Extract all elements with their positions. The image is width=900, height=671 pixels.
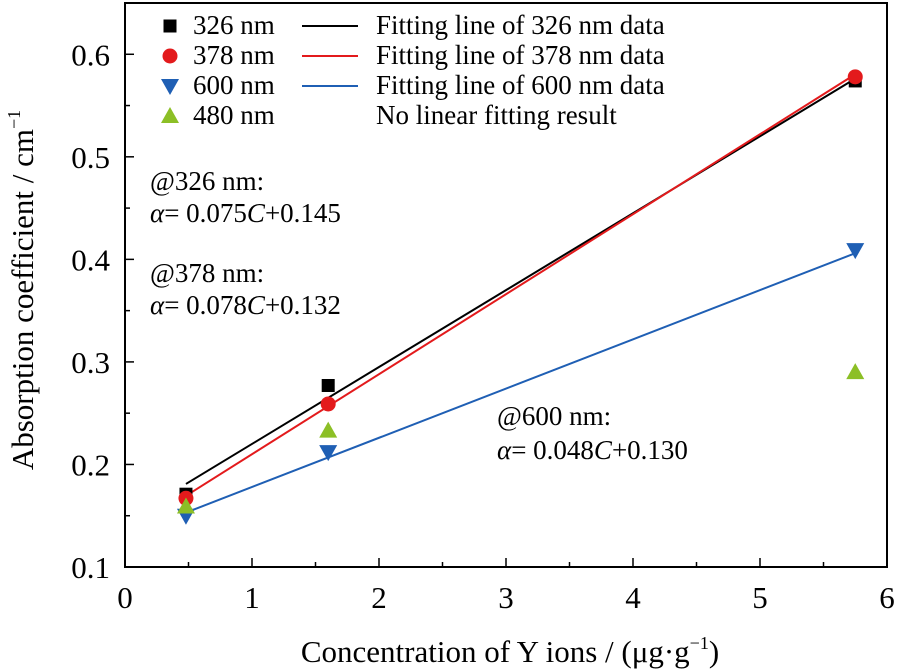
equation-intercept: +0.132 — [265, 290, 341, 320]
y-axis-title-main: Absorption coefficient / cm — [5, 129, 40, 470]
data-point — [847, 69, 863, 85]
fit-line — [185, 252, 856, 514]
y-axis-title: Absorption coefficient / cm−1 — [4, 110, 40, 470]
y-tick-label: 0.5 — [71, 140, 110, 175]
x-tick-label: 1 — [244, 580, 260, 615]
legend-marker — [163, 19, 177, 33]
fit-line — [185, 73, 856, 497]
annotation-equation: α= 0.048C+0.130 — [497, 435, 688, 465]
y-tick-label: 0.2 — [71, 447, 110, 482]
axis-ticks — [124, 2, 888, 568]
legend-note: No linear fitting result — [376, 100, 617, 130]
x-tick-label: 2 — [371, 580, 387, 615]
x-tick-label: 3 — [498, 580, 514, 615]
legend-label: Fitting line of 326 nm data — [376, 10, 665, 40]
annotation-label: @326 nm: — [150, 166, 264, 196]
legend-label: 600 nm — [193, 70, 275, 100]
x-axis-title-sup: −1 — [690, 633, 709, 653]
y-tick-label: 0.6 — [71, 37, 110, 72]
annotation-equation: α= 0.078C+0.132 — [150, 290, 341, 320]
equation-intercept: +0.130 — [612, 435, 688, 465]
legend-label: Fitting line of 600 nm data — [376, 70, 665, 100]
legend-label: Fitting line of 378 nm data — [376, 40, 665, 70]
x-axis-title-end: ) — [709, 634, 719, 669]
annotation-equation: α= 0.075C+0.145 — [150, 198, 341, 228]
data-point — [176, 497, 195, 514]
equation-variable: C — [247, 198, 266, 228]
fit-line — [185, 77, 856, 485]
equation-alpha: α — [150, 198, 165, 228]
x-axis-title-main: Concentration of Y ions / (μg·g — [301, 634, 690, 669]
fit-lines — [185, 73, 856, 514]
data-point — [846, 243, 865, 260]
y-tick-label: 0.3 — [71, 345, 110, 380]
data-point — [319, 421, 338, 438]
y-axis-title-sup: −1 — [4, 110, 24, 129]
annotation-label: @600 nm: — [497, 401, 611, 431]
data-points — [176, 69, 865, 525]
legend-label: 378 nm — [193, 40, 275, 70]
tick-labels: 0 1 2 3 4 5 6 0.1 0.2 0.3 0.4 0.5 0.6 — [71, 37, 895, 615]
legend-label: 480 nm — [193, 100, 275, 130]
equation-variable: C — [247, 290, 266, 320]
legend-marker — [162, 48, 178, 64]
x-axis-title: Concentration of Y ions / (μg·g−1) — [301, 633, 719, 669]
equation-slope: = 0.048 — [511, 435, 594, 465]
data-point — [846, 363, 865, 380]
equation-alpha: α — [497, 435, 512, 465]
y-tick-label: 0.4 — [71, 242, 110, 277]
x-tick-label: 5 — [752, 580, 768, 615]
legend-label: 326 nm — [193, 10, 275, 40]
equation-slope: = 0.075 — [164, 198, 247, 228]
data-point — [321, 378, 335, 392]
legend-marker — [161, 79, 179, 95]
equation-variable: C — [594, 435, 613, 465]
x-tick-label: 0 — [117, 580, 133, 615]
data-point — [320, 396, 336, 412]
x-tick-label: 6 — [879, 580, 895, 615]
equation-annotations: @326 nm:α= 0.075C+0.145@378 nm:α= 0.078C… — [150, 166, 688, 465]
annotation-label: @378 nm: — [150, 258, 264, 288]
x-tick-label: 4 — [625, 580, 641, 615]
equation-intercept: +0.145 — [265, 198, 341, 228]
equation-alpha: α — [150, 290, 165, 320]
equation-slope: = 0.078 — [164, 290, 247, 320]
y-tick-label: 0.1 — [71, 550, 110, 585]
legend-marker — [161, 107, 179, 123]
data-point — [319, 445, 338, 462]
